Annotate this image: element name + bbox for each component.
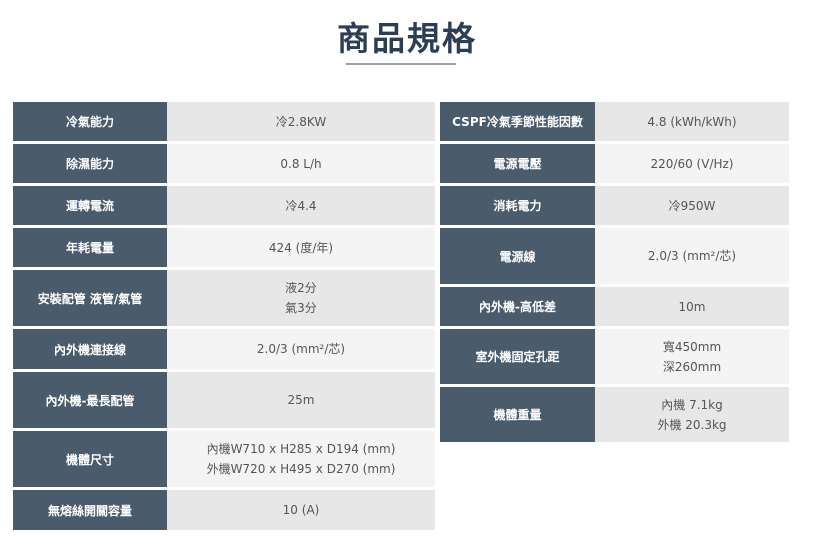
spec-row: 電源線 2.0/3 (mm²/芯) (440, 228, 789, 284)
spec-value-line: 10m (678, 299, 706, 314)
spec-row: 機體重量 內機 7.1kg 外機 20.3kg (440, 387, 789, 442)
spec-row: 室外機固定孔距 寬450mm 深260mm (440, 329, 789, 384)
spec-row: 年耗電量 424 (度/年) (13, 228, 435, 267)
spec-value-line: 4.8 (kWh/kWh) (647, 114, 737, 129)
spec-label: 安裝配管 液管/氣管 (13, 270, 167, 326)
spec-label: 冷氣能力 (13, 102, 167, 141)
spec-row: 運轉電流 冷4.4 (13, 186, 435, 225)
spec-value: 冷4.4 (167, 186, 435, 225)
spec-value: 25m (167, 372, 435, 428)
spec-label: 室外機固定孔距 (440, 329, 595, 384)
spec-value: 220/60 (V/Hz) (595, 144, 789, 183)
spec-row: 消耗電力 冷950W (440, 186, 789, 225)
spec-label: 電源線 (440, 228, 595, 284)
spec-label: 機體尺寸 (13, 431, 167, 487)
spec-value: 2.0/3 (mm²/芯) (595, 228, 789, 284)
spec-value-line: 外機 20.3kg (657, 417, 727, 432)
spec-value-line: 10 (A) (282, 503, 320, 517)
spec-value: 液2分 氣3分 (167, 270, 435, 326)
spec-value: 424 (度/年) (167, 228, 435, 267)
spec-value-line: 0.8 L/h (280, 156, 322, 171)
spec-label: 年耗電量 (13, 228, 167, 267)
spec-row: CSPF冷氣季節性能因數 4.8 (kWh/kWh) (440, 102, 789, 141)
spec-value-line: 冷2.8KW (275, 114, 327, 129)
spec-value-line: 2.0/3 (mm²/芯) (256, 342, 346, 356)
spec-value: 內機W710 x H285 x D194 (mm) 外機W720 x H495 x… (167, 431, 435, 487)
spec-value-line: 冷950W (668, 198, 716, 213)
spec-value-line: 氣3分 (285, 301, 317, 315)
page-title: 商品規格 (337, 19, 477, 58)
spec-value-line: 冷4.4 (285, 198, 317, 213)
spec-label: 運轉電流 (13, 186, 167, 225)
spec-value: 2.0/3 (mm²/芯) (167, 329, 435, 369)
spec-value: 10 (A) (167, 490, 435, 530)
spec-row: 內外機-最長配管 25m (13, 372, 435, 428)
spec-row: 安裝配管 液管/氣管 液2分 氣3分 (13, 270, 435, 326)
spec-label: 內外機-高低差 (440, 287, 595, 326)
spec-value-line: 液2分 (285, 281, 317, 295)
spec-label: 無熔絲開關容量 (13, 490, 167, 530)
spec-row: 內外機-高低差 10m (440, 287, 789, 326)
spec-row: 無熔絲開關容量 10 (A) (13, 490, 435, 530)
spec-label: 內外機連接線 (13, 329, 167, 369)
spec-value-line: 寬450mm (662, 339, 722, 354)
spec-table-left: 冷氣能力 冷2.8KW 除濕能力 0.8 L/h 運轉電流 冷4.4 年耗電量 424 (度/… (13, 102, 435, 533)
spec-label: 電源電壓 (440, 144, 595, 183)
spec-table-right: CSPF冷氣季節性能因數 4.8 (kWh/kWh) 電源電壓 220/60 (V/H… (440, 102, 789, 445)
spec-label: 消耗電力 (440, 186, 595, 225)
spec-value: 0.8 L/h (167, 144, 435, 183)
spec-row: 機體尺寸 內機W710 x H285 x D194 (mm) 外機W720 x H4… (13, 431, 435, 487)
spec-value: 4.8 (kWh/kWh) (595, 102, 789, 141)
spec-label: 除濕能力 (13, 144, 167, 183)
spec-value-line: 內機 7.1kg (661, 397, 723, 412)
spec-row: 電源電壓 220/60 (V/Hz) (440, 144, 789, 183)
spec-value: 內機 7.1kg 外機 20.3kg (595, 387, 789, 442)
spec-value-line: 外機W720 x H495 x D270 (mm) (206, 462, 396, 476)
spec-row: 除濕能力 0.8 L/h (13, 144, 435, 183)
spec-value: 10m (595, 287, 789, 326)
spec-value-line: 內機W710 x H285 x D194 (mm) (206, 442, 396, 456)
title-underline (346, 63, 456, 65)
spec-label: CSPF冷氣季節性能因數 (440, 102, 595, 141)
spec-value: 寬450mm 深260mm (595, 329, 789, 384)
spec-row: 內外機連接線 2.0/3 (mm²/芯) (13, 329, 435, 369)
spec-value: 冷950W (595, 186, 789, 225)
spec-value-line: 424 (度/年) (268, 240, 334, 255)
spec-label: 內外機-最長配管 (13, 372, 167, 428)
spec-value-line: 25m (287, 393, 315, 407)
spec-value-line: 深260mm (662, 359, 722, 374)
spec-row: 冷氣能力 冷2.8KW (13, 102, 435, 141)
spec-value: 冷2.8KW (167, 102, 435, 141)
spec-label: 機體重量 (440, 387, 595, 442)
spec-value-line: 2.0/3 (mm²/芯) (647, 249, 737, 263)
spec-value-line: 220/60 (V/Hz) (650, 156, 734, 171)
